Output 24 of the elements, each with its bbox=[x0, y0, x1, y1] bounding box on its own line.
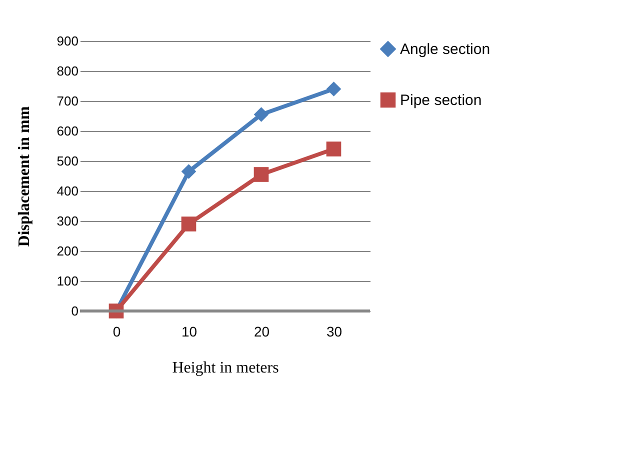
y-tick-label: 100 bbox=[56, 274, 78, 288]
y-tick-label: 500 bbox=[56, 154, 78, 168]
legend-label: Pipe section bbox=[400, 92, 482, 109]
x-tick-label: 20 bbox=[254, 324, 270, 340]
x-tick-label: 10 bbox=[181, 324, 198, 340]
y-tick-label: 300 bbox=[56, 214, 78, 228]
legend-label: Angle section bbox=[400, 41, 490, 58]
x-tick-label: 0 bbox=[112, 324, 121, 340]
y-tick-label: 600 bbox=[56, 124, 78, 138]
point bbox=[326, 142, 342, 156]
x-tick-label: 30 bbox=[326, 324, 342, 340]
point bbox=[181, 164, 196, 179]
y-tick-label: 400 bbox=[56, 184, 78, 198]
y-tick-label: 0 bbox=[71, 304, 78, 318]
y-tick-label: 800 bbox=[56, 64, 78, 78]
point bbox=[326, 82, 342, 96]
point bbox=[181, 216, 196, 232]
point bbox=[254, 167, 269, 182]
x-axis-title: Height in meters bbox=[172, 360, 279, 376]
y-axis-title: Displacement in mm bbox=[16, 106, 33, 247]
point bbox=[254, 107, 269, 122]
y-tick-label: 700 bbox=[56, 94, 78, 108]
y-tick-label: 200 bbox=[56, 244, 78, 258]
y-tick-label: 900 bbox=[56, 34, 78, 48]
